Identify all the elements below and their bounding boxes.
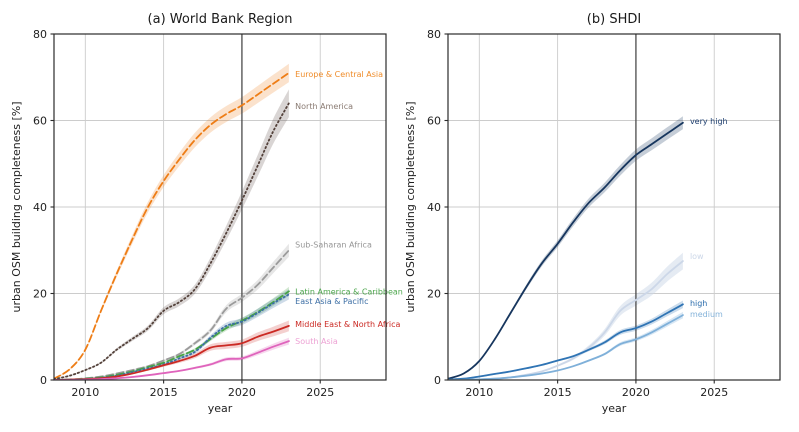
x-tick-label: 2020 xyxy=(228,386,256,399)
series-band-latin-america-caribbean xyxy=(54,286,289,380)
x-tick-label: 2015 xyxy=(544,386,572,399)
series-label-latin-america-caribbean: Latin America & Caribbean xyxy=(295,287,403,296)
series-band-very-high xyxy=(448,116,683,380)
series-line-high xyxy=(448,303,684,380)
x-tick-label: 2025 xyxy=(700,386,728,399)
y-tick-label: 40 xyxy=(33,201,47,214)
series-line-sub-saharan-africa xyxy=(54,249,290,380)
y-tick-label: 80 xyxy=(427,28,441,41)
y-tick-label: 40 xyxy=(427,201,441,214)
y-tick-label: 20 xyxy=(427,288,441,301)
y-axis-label: urban OSM building completeness [%] xyxy=(404,102,417,313)
x-tick-label: 2010 xyxy=(71,386,99,399)
series-line-south-asia xyxy=(54,340,290,380)
series-line-low xyxy=(448,260,684,380)
series-label-south-asia: South Asia xyxy=(295,337,338,346)
y-tick-label: 0 xyxy=(434,374,441,387)
panel-title: (b) SHDI xyxy=(587,12,641,27)
series-line-medium xyxy=(448,314,684,380)
series-label-high: high xyxy=(690,299,707,308)
series-label-medium: medium xyxy=(690,310,723,319)
panel-b: very high low high medium 2010 2015 2020 2025 0 2… xyxy=(404,12,781,415)
lines-group xyxy=(448,121,684,380)
y-axis-label: urban OSM building completeness [%] xyxy=(10,102,23,313)
series-line-europe-central-asia xyxy=(54,72,290,380)
panel-a: Europe & Central Asia North America Sub-Sa… xyxy=(10,12,403,415)
series-label-north-america: North America xyxy=(295,102,353,111)
series-label-east-asia-pacific: East Asia & Pacific xyxy=(295,297,368,306)
series-line-north-america xyxy=(54,102,290,380)
y-tick-label: 0 xyxy=(40,374,47,387)
x-axis-label: year xyxy=(602,402,627,415)
series-band-europe-central-asia xyxy=(54,63,289,380)
bands-group xyxy=(54,63,289,380)
y-tick-label: 80 xyxy=(33,28,47,41)
panel-title: (a) World Bank Region xyxy=(148,12,293,27)
x-tick-label: 2010 xyxy=(465,386,493,399)
series-line-very-high xyxy=(448,121,684,380)
y-tick-label: 60 xyxy=(33,115,47,128)
x-axis-label: year xyxy=(208,402,233,415)
lines-group xyxy=(54,72,290,380)
series-line-east-asia-pacific xyxy=(54,293,290,380)
series-label-middle-east-north-africa: Middle East & North Africa xyxy=(295,320,400,329)
series-label-europe-central-asia: Europe & Central Asia xyxy=(295,70,383,79)
series-label-very-high: very high xyxy=(690,117,728,126)
series-label-low: low xyxy=(690,252,704,261)
x-tick-label: 2020 xyxy=(622,386,650,399)
bands-group xyxy=(448,116,683,380)
series-label-sub-saharan-africa: Sub-Saharan Africa xyxy=(295,241,372,250)
y-tick-label: 20 xyxy=(33,288,47,301)
x-tick-label: 2025 xyxy=(306,386,334,399)
y-tick-label: 60 xyxy=(427,115,441,128)
x-tick-label: 2015 xyxy=(150,386,178,399)
